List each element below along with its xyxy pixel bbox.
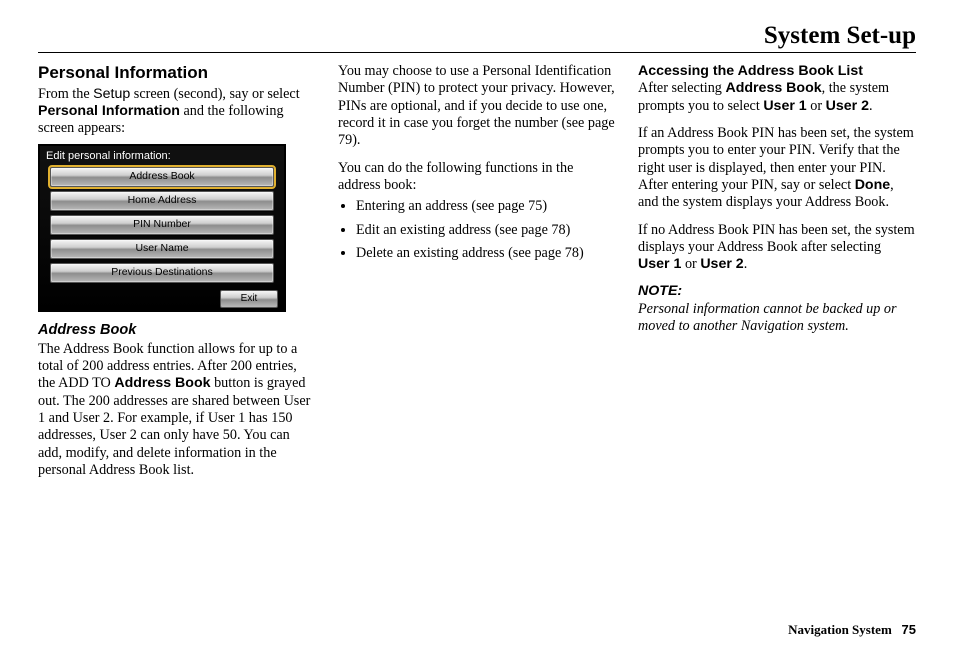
address-book-paragraph: The Address Book function allows for up …: [38, 341, 316, 480]
title-rule: [38, 52, 916, 53]
text: .: [744, 256, 748, 272]
list-item: Entering an address (see page 75): [356, 198, 616, 215]
bold-text: User 2: [700, 256, 743, 272]
page-footer: Navigation System 75: [788, 622, 916, 638]
list-item: Edit an existing address (see page 78): [356, 222, 616, 239]
column-1: Personal Information From the Setup scre…: [38, 63, 316, 489]
bold-text: User 1: [763, 98, 806, 114]
column-3: Accessing the Address Book List After se…: [638, 63, 916, 489]
pin-paragraph: You may choose to use a Personal Identif…: [338, 63, 616, 150]
menu-address-book[interactable]: Address Book: [50, 167, 274, 187]
menu-home-address[interactable]: Home Address: [50, 191, 274, 211]
bold-text: Personal Information: [38, 103, 180, 119]
footer-label: Navigation System: [788, 622, 892, 637]
text: screen (second), say or select: [130, 86, 299, 102]
note-label: NOTE:: [638, 283, 916, 300]
bold-text: User 2: [826, 98, 869, 114]
text: .: [869, 98, 873, 114]
manual-page: System Set-up Personal Information From …: [0, 0, 954, 652]
text: After selecting: [638, 80, 725, 96]
content-columns: Personal Information From the Setup scre…: [38, 63, 916, 489]
menu-pin-number[interactable]: PIN Number: [50, 215, 274, 235]
list-item: Delete an existing address (see page 78): [356, 245, 616, 262]
setup-word: Setup: [93, 86, 130, 102]
menu-previous-destinations[interactable]: Previous Destinations: [50, 263, 274, 283]
menu-user-name[interactable]: User Name: [50, 239, 274, 259]
section-heading: Personal Information: [38, 63, 316, 84]
bold-text: Accessing the Address Book List: [638, 63, 863, 79]
bold-text: Address Book: [725, 80, 821, 96]
intro-paragraph: From the Setup screen (second), say or s…: [38, 86, 316, 138]
exit-row: Exit: [44, 287, 280, 308]
text: or: [807, 98, 826, 114]
text: or: [681, 256, 700, 272]
footer-page-number: 75: [902, 622, 916, 637]
pin-entry-paragraph: If an Address Book PIN has been set, the…: [638, 125, 916, 212]
bold-text: Done: [855, 177, 890, 193]
functions-intro: You can do the following functions in th…: [338, 160, 616, 195]
bold-text: Address Book: [114, 375, 210, 391]
device-screenshot: Edit personal information: Address Book …: [38, 144, 286, 312]
accessing-paragraph: Accessing the Address Book List After se…: [638, 63, 916, 115]
column-2: You may choose to use a Personal Identif…: [338, 63, 616, 489]
exit-button[interactable]: Exit: [220, 290, 278, 308]
text: From the: [38, 86, 93, 102]
note-body: Personal information cannot be backed up…: [638, 301, 916, 336]
functions-list: Entering an address (see page 75) Edit a…: [338, 198, 616, 262]
text: If no Address Book PIN has been set, the…: [638, 222, 915, 255]
bold-text: User 1: [638, 256, 681, 272]
no-pin-paragraph: If no Address Book PIN has been set, the…: [638, 222, 916, 274]
device-title: Edit personal information:: [44, 150, 280, 167]
subheading-address-book: Address Book: [38, 322, 316, 340]
page-title: System Set-up: [38, 22, 916, 50]
